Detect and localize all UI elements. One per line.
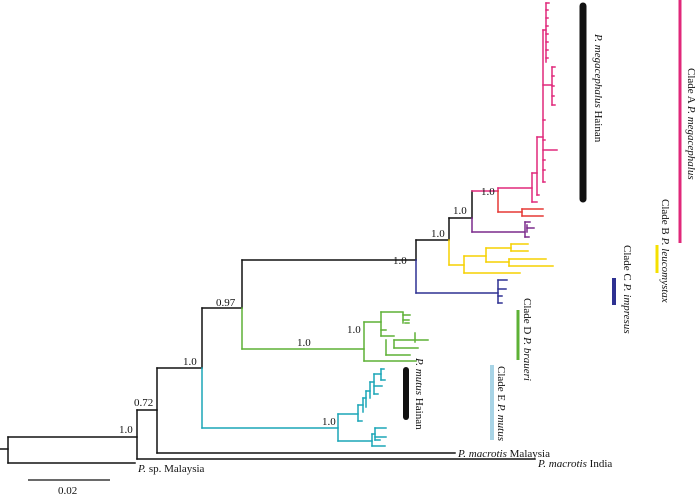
support-a-purple: 1.0 [453, 205, 467, 217]
support-main: 1.0 [183, 356, 197, 368]
megacephalus-hainan-label: P. megacephalus Hainan [592, 33, 604, 143]
support-clade-e: 1.0 [322, 416, 336, 428]
tip-macrotis-india: P. macrotis India [537, 458, 612, 470]
support-clade-d-sub: 1.0 [347, 324, 361, 336]
support-097: 0.97 [216, 297, 236, 309]
support-a: 1.0 [481, 186, 495, 198]
support-abc: 1.0 [393, 255, 407, 267]
support-root-upper: 1.0 [119, 424, 133, 436]
clade-d-label: Clade D P. braueri [521, 298, 533, 381]
scale-bar-label: 0.02 [58, 485, 77, 495]
tip-macrotis-malaysia: P. macrotis Malaysia [457, 448, 550, 460]
tree-branches [0, 2, 558, 464]
clade-c-label: Clade C P. impresus [621, 245, 633, 334]
support-072: 0.72 [134, 397, 153, 409]
clade-e-label: Clade E P. mutus [495, 366, 507, 441]
support-ab: 1.0 [431, 228, 445, 240]
mutus-hainan-label: P. mutus Hainan [413, 357, 425, 430]
clade-b-label: Clade B P. leucomystax [659, 199, 671, 303]
clade-a-label: Clade A P. megacephalus [685, 68, 697, 180]
tip-sp-malaysia: P. sp. Malaysia [137, 463, 205, 475]
support-clade-d: 1.0 [297, 337, 311, 349]
